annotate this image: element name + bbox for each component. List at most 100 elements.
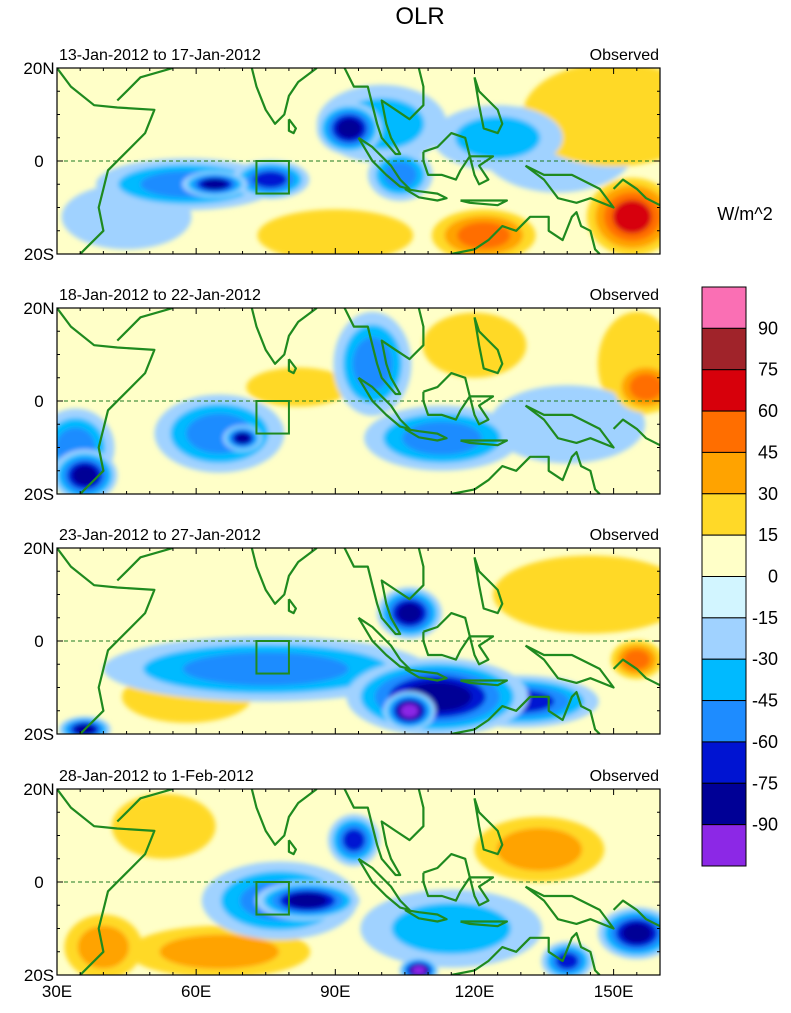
- coastline: [473, 76, 504, 135]
- anomaly-contour: [72, 465, 98, 486]
- index-box: [255, 640, 290, 675]
- coastline: [404, 667, 448, 682]
- coastline: [57, 548, 156, 734]
- coastline: [460, 199, 508, 207]
- coastline: [57, 308, 156, 494]
- colorbar-swatch: [701, 741, 747, 784]
- anomaly-contour: [493, 555, 660, 634]
- coastline: [473, 797, 504, 856]
- coastline: [612, 178, 660, 207]
- coastline: [524, 885, 615, 930]
- panel-period: 18-Jan-2012 to 22-Jan-2012: [59, 287, 261, 304]
- colorbar-label: -30: [752, 649, 778, 669]
- index-box: [255, 400, 290, 435]
- coastline: [224, 308, 318, 365]
- colorbar-label: -75: [752, 773, 778, 793]
- anomaly-contour: [253, 171, 288, 188]
- colorbar-swatch: [701, 700, 747, 743]
- coastline: [343, 68, 425, 156]
- panel-period: 23-Jan-2012 to 27-Jan-2012: [59, 527, 261, 544]
- coastline: [343, 308, 425, 396]
- anomaly-contour: [246, 367, 351, 407]
- x-tick-label: 60E: [181, 982, 211, 1001]
- x-tick-label: 90E: [320, 982, 350, 1001]
- colorbar-label: 90: [758, 318, 778, 338]
- y-tick-label: 20N: [23, 299, 54, 318]
- coastline: [451, 691, 601, 734]
- colorbar-label: -15: [752, 608, 778, 628]
- anomaly-contour: [397, 603, 422, 623]
- anomaly-contour: [457, 222, 511, 249]
- coastline: [343, 789, 425, 877]
- coastline: [422, 612, 471, 661]
- coastline: [422, 372, 471, 421]
- colorbar-label: -60: [752, 732, 778, 752]
- coastline: [451, 932, 601, 975]
- anomaly-contour: [383, 161, 417, 189]
- y-tick-label: 0: [34, 392, 43, 411]
- anomaly-contour: [235, 433, 250, 444]
- colorbar-swatch: [701, 327, 747, 371]
- coastline: [451, 451, 601, 494]
- colorbar-swatch: [701, 576, 747, 619]
- coastline: [287, 358, 297, 375]
- anomaly-contour: [287, 893, 328, 908]
- index-box: [255, 160, 290, 195]
- colorbar-label: 45: [758, 442, 778, 462]
- anomaly-contour: [257, 209, 414, 254]
- colorbar-label: -45: [752, 691, 778, 711]
- colorbar-swatch: [701, 410, 747, 453]
- coastline: [468, 635, 495, 666]
- coastline: [612, 418, 660, 447]
- coastline: [116, 308, 174, 342]
- anomaly-contour: [412, 965, 426, 975]
- colorbar-swatch: [701, 534, 747, 578]
- anomaly-contour: [159, 934, 280, 969]
- coastline: [116, 548, 174, 582]
- colorbar: 90 75 60 45 30 15 0 -15 -30 -45 -60 -75 -90: [701, 286, 778, 867]
- coastlines: [57, 789, 660, 975]
- coastline: [224, 789, 318, 846]
- x-tick-label: 150E: [594, 982, 634, 1001]
- coastline: [422, 853, 471, 902]
- colorbar-swatch: [701, 658, 747, 702]
- colorbar-swatch: [701, 824, 747, 867]
- y-tick-label: 20S: [24, 485, 54, 504]
- map-panel: 20N 0 20S 28-Jan-2012 to 1-Feb-2012 Observed…: [23, 768, 661, 1001]
- coastline: [404, 187, 448, 202]
- coastline: [524, 164, 615, 209]
- y-tick-label: 20S: [24, 966, 54, 985]
- anomaly-contour: [556, 952, 579, 970]
- colorbar-swatch: [701, 451, 747, 495]
- colorbar-swatch: [701, 782, 747, 826]
- y-tick-label: 0: [34, 632, 43, 651]
- panel-label: Observed: [590, 768, 659, 785]
- anomaly-contour: [496, 828, 583, 871]
- coastlines: [57, 548, 660, 734]
- coastlines: [57, 68, 660, 254]
- coastline: [473, 316, 504, 375]
- coastline: [460, 679, 508, 687]
- y-tick-label: 20S: [24, 725, 54, 744]
- anomaly-contour: [623, 649, 651, 670]
- panel-period: 28-Jan-2012 to 1-Feb-2012: [59, 768, 254, 785]
- coastline: [287, 839, 297, 856]
- units-label: W/m^2: [717, 204, 772, 224]
- coastline: [287, 598, 297, 615]
- panel-label: Observed: [590, 287, 659, 304]
- map-panel: 20N 0 20S 18-Jan-2012 to 22-Jan-2012 Observe…: [23, 287, 661, 504]
- coastline: [404, 427, 448, 442]
- coastline: [612, 899, 660, 928]
- coastline: [451, 211, 601, 254]
- y-tick-label: 20N: [23, 539, 54, 558]
- x-tick-label: 30E: [42, 982, 72, 1001]
- anomaly-contour: [402, 421, 482, 455]
- panel-period: 13-Jan-2012 to 17-Jan-2012: [59, 47, 261, 64]
- anomaly-contour: [454, 116, 541, 160]
- index-box: [255, 881, 290, 916]
- colorbar-swatch: [701, 617, 747, 660]
- colorbar-swatch: [701, 286, 747, 329]
- colorbar-label: 75: [758, 360, 778, 380]
- panel-label: Observed: [590, 47, 659, 64]
